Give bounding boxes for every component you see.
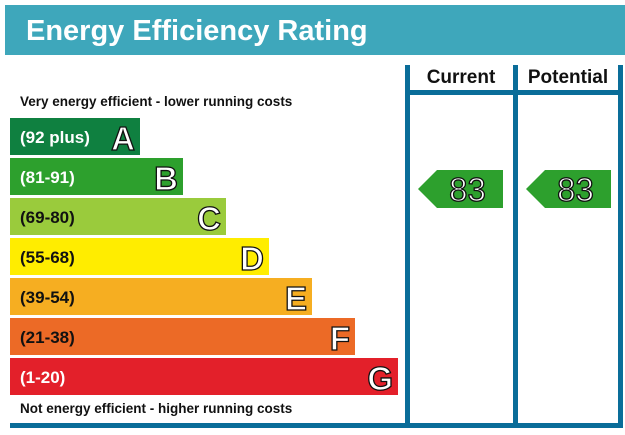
band-letter: B [154,160,178,197]
band-letter: C [197,200,221,237]
potential-rating-arrow: 83 [526,170,611,209]
band-e: (39-54) E [10,278,312,318]
band-bar [10,278,312,315]
column-header-potential: Potential [528,67,608,88]
frame-line [405,90,623,95]
arrow-shape [418,170,503,208]
band-bar [10,238,269,275]
title-bar [5,5,625,55]
band-bar [10,198,226,235]
bottom-note: Not energy efficient - higher running co… [20,401,292,416]
band-letter: A [111,120,135,157]
current-rating-arrow: 83 [418,170,503,209]
band-range: (55-68) [20,248,75,267]
band-range: (92 plus) [20,128,90,147]
chart-title: Energy Efficiency Rating [26,15,368,47]
band-d: (55-68) D [10,238,269,278]
band-letter: F [330,320,350,357]
band-range: (21-38) [20,328,75,347]
band-a: (92 plus) A [10,118,140,158]
band-f: (21-38) F [10,318,355,358]
band-letter: G [367,360,393,397]
top-note: Very energy efficient - lower running co… [20,94,292,109]
band-letter: D [240,240,264,277]
band-range: (39-54) [20,288,75,307]
column-header-current: Current [427,67,496,88]
frame [10,65,623,428]
band-range: (69-80) [20,208,75,227]
band-letter: E [285,280,307,317]
band-c: (69-80) C [10,198,226,238]
band-bar [10,318,355,355]
band-g: (1-20) G [10,358,398,398]
band-bar [10,158,183,195]
current-rating-value: 83 [449,171,486,208]
arrow-shape [526,170,611,208]
band-bar [10,358,398,395]
band-range: (1-20) [20,368,65,387]
frame-line [405,65,410,428]
frame-line [10,423,623,428]
band-b: (81-91) B [10,158,183,198]
band-range: (81-91) [20,168,75,187]
frame-line [513,65,518,428]
potential-rating-value: 83 [557,171,594,208]
band-bar [10,118,140,155]
frame-line [618,65,623,428]
